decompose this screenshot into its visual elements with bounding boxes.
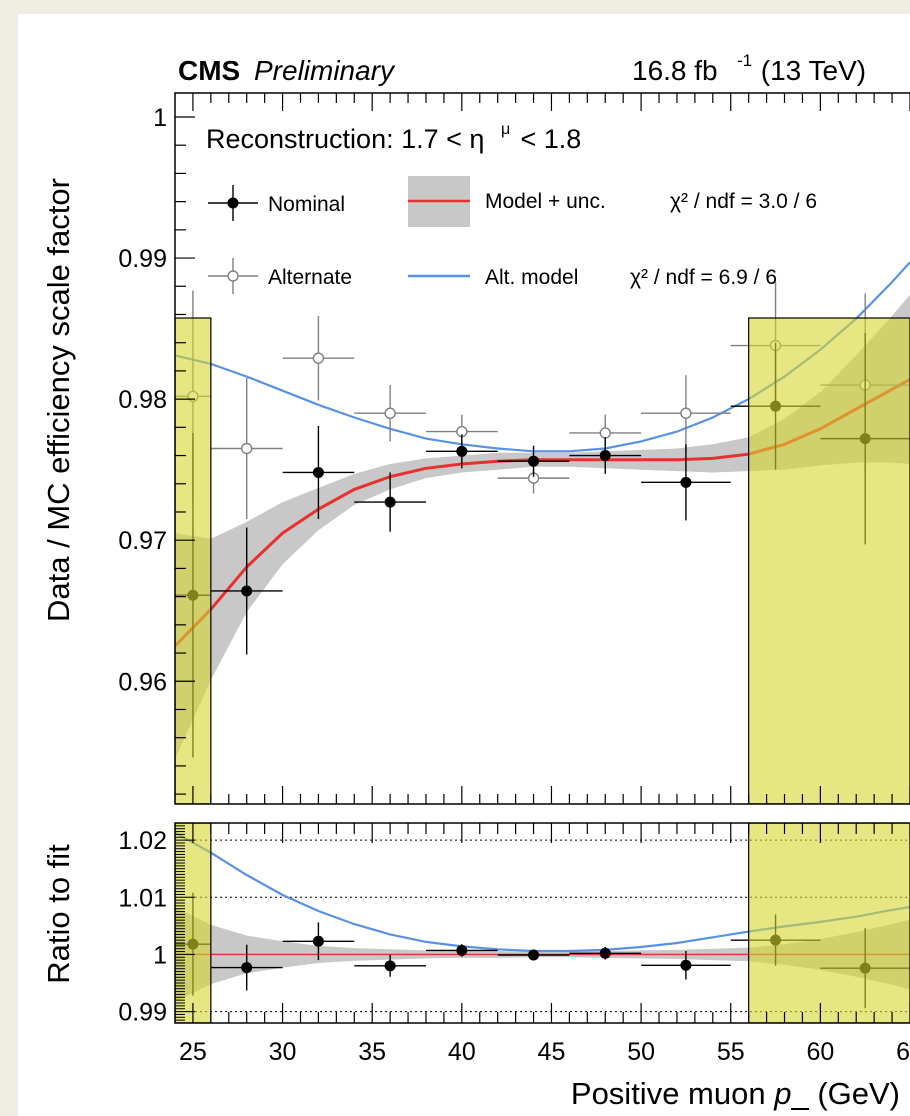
ratio-nominal-marker <box>599 947 611 959</box>
category-superscript: μ <box>501 121 510 138</box>
nominal-marker <box>528 455 540 467</box>
main-y-tick-label: 0.96 <box>118 668 167 696</box>
alternate-marker <box>599 427 611 439</box>
nominal-point-4 <box>354 472 426 532</box>
preliminary-label: Preliminary <box>254 55 396 86</box>
ratio-y-tick-label: 1.01 <box>118 884 167 912</box>
legend-alternate-label: Alternate <box>268 266 352 289</box>
legend-model-chi2: χ² / ndf = 3.0 / 6 <box>670 190 817 213</box>
ratio-nominal-point-6 <box>497 949 570 961</box>
nominal-point-2 <box>210 527 283 655</box>
nominal-marker <box>384 496 396 508</box>
alternate-marker <box>680 407 692 419</box>
nominal-marker <box>599 450 611 462</box>
legend-model-label: Model + unc. <box>485 190 606 213</box>
ratio-nominal-marker <box>528 949 540 961</box>
legend-nominal-label: Nominal <box>268 193 345 216</box>
x-tick-label: 45 <box>538 1038 566 1066</box>
category-label-tail: < 1.8 <box>513 124 581 154</box>
ratio-nominal-marker <box>384 960 396 972</box>
main-plot-area <box>175 261 910 804</box>
ratio-nominal-point-2 <box>210 944 283 991</box>
alternate-marker <box>312 352 325 364</box>
ratio-nominal-marker <box>680 959 692 971</box>
x-tick-label: 35 <box>358 1038 386 1066</box>
main-axes: 0.96 0.97 0.98 0.99 1 <box>118 92 910 805</box>
x-tick-label: 55 <box>717 1038 745 1066</box>
nominal-point-8 <box>641 444 731 521</box>
alternate-point-4 <box>354 385 426 442</box>
nominal-point-6 <box>497 445 570 477</box>
x-tick-label: 60 <box>806 1038 834 1066</box>
main-frame <box>174 92 910 805</box>
ratio-nominal-marker <box>456 944 468 956</box>
main-y-tick-label: 0.98 <box>118 386 167 414</box>
legend-alt-model-chi2: χ² / ndf = 6.9 / 6 <box>630 266 777 289</box>
category-label: Reconstruction: 1.7 < η <box>206 124 484 154</box>
ratio-nominal-marker <box>312 935 324 947</box>
lumi-superscript: -1 <box>737 51 752 70</box>
alternate-point-3 <box>282 315 355 401</box>
ratio-nominal-point-5 <box>425 944 498 957</box>
alternate-point-8 <box>641 375 731 452</box>
legend: Nominal Alternate Model + unc. χ² / ndf … <box>208 176 817 294</box>
figure-canvas: CMS Preliminary 16.8 fb -1 (13 TeV) 0.96… <box>18 14 910 1116</box>
x-tick-label: 25 <box>179 1038 207 1066</box>
main-excluded-region-2 <box>748 317 910 804</box>
nominal-marker <box>456 445 468 457</box>
scale-factor-chart: CMS Preliminary 16.8 fb -1 (13 TeV) 0.96… <box>41 51 910 1111</box>
main-excluded-region-1 <box>175 317 212 804</box>
x-tick-label: 65 <box>896 1038 910 1066</box>
main-y-tick-label: 0.99 <box>118 245 167 273</box>
ratio-y-tick-label: 1 <box>153 941 167 969</box>
main-y-tick-label: 1 <box>153 104 167 132</box>
y-axis-title-main: Data / MC efficiency scale factor <box>41 178 76 622</box>
main-excluded-regions <box>175 317 910 804</box>
energy-label: (13 TeV) <box>753 55 866 86</box>
lumi-label: 16.8 fb <box>632 55 718 86</box>
x-tick-label: 40 <box>448 1038 476 1066</box>
ratio-nominal-point-7 <box>569 947 642 960</box>
ratio-excluded-region-2 <box>748 823 910 1023</box>
model-uncertainty-band <box>175 294 910 759</box>
ratio-nominal-point-4 <box>354 955 426 977</box>
legend-nominal-marker <box>208 185 258 221</box>
nominal-marker <box>241 585 253 597</box>
main-y-tick-label: 0.97 <box>118 527 167 555</box>
legend-alternate-marker <box>208 258 258 294</box>
ratio-nominal-point-3 <box>282 922 355 961</box>
x-axis-title: Positive muon p_ (GeV) <box>571 1076 900 1111</box>
nominal-point-5 <box>425 434 498 469</box>
nominal-point-3 <box>282 425 355 520</box>
nominal-marker <box>312 466 324 478</box>
ratio-y-tick-label: 1.02 <box>118 827 167 855</box>
x-tick-label: 30 <box>269 1038 297 1066</box>
x-tick-label: 50 <box>627 1038 655 1066</box>
ratio-nominal-point-8 <box>641 951 731 980</box>
nominal-point-7 <box>569 437 642 474</box>
ratio-y-tick-label: 0.99 <box>118 999 167 1027</box>
ratio-excluded-regions <box>175 823 910 1023</box>
cms-label: CMS <box>178 55 240 86</box>
alternate-marker <box>241 442 253 455</box>
ratio-nominal-marker <box>241 962 253 974</box>
legend-alt-model-label: Alt. model <box>485 266 578 289</box>
ratio-axes: 0.99 1 1.01 1.02 25 30 35 40 45 50 55 60 65 <box>118 822 910 1066</box>
y-axis-title-ratio: Ratio to fit <box>41 844 76 984</box>
ratio-plot-area <box>175 823 910 1023</box>
alternate-marker <box>384 407 396 419</box>
nominal-marker <box>680 476 692 488</box>
alternate-point-2 <box>210 377 283 520</box>
legend-model-marker <box>408 176 470 227</box>
